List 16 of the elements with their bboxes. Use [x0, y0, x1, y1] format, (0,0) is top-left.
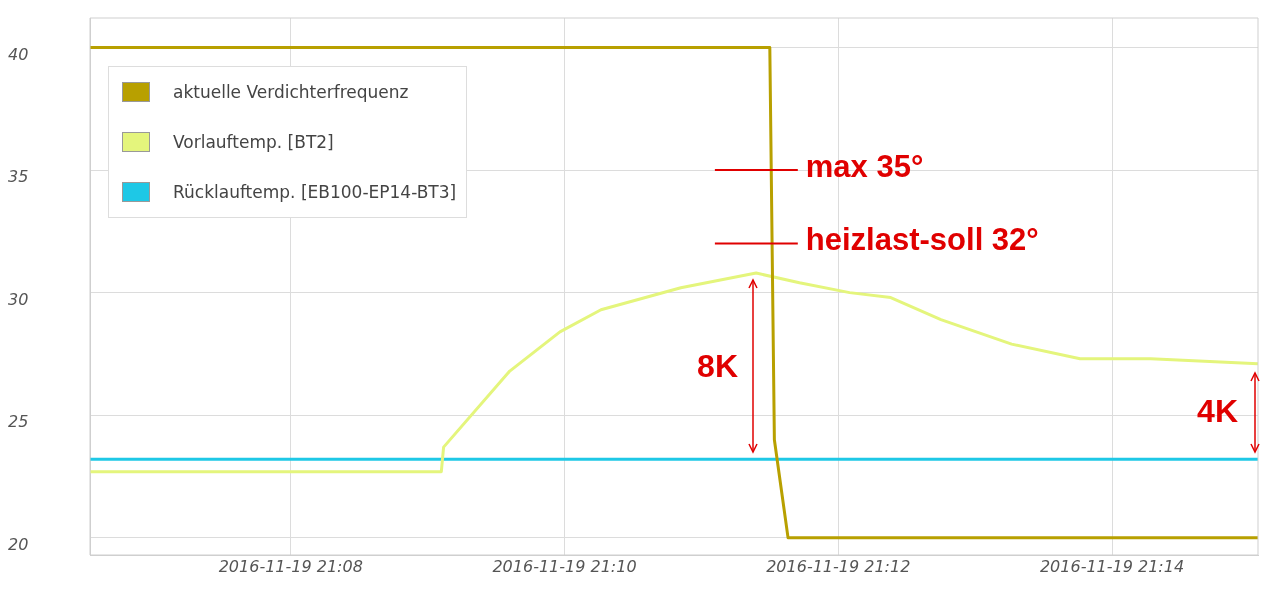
x-tick-label: 2016-11-19 21:10: [492, 556, 637, 576]
x-tick-label: 2016-11-19 21:14: [1039, 556, 1185, 576]
legend-label: aktuelle Verdichterfrequenz: [172, 82, 410, 102]
annotation: 8K: [697, 347, 738, 384]
x-tick-label: 2016-11-19 21:12: [766, 556, 911, 576]
legend-label: Rücklauftemp. [EB100-EP14-BT3]: [172, 182, 458, 202]
x-tick-label: 2016-11-19 21:08: [218, 556, 363, 576]
y-tick-label: 40: [8, 44, 29, 64]
ref-line-label: heizlast-soll 32°: [805, 222, 1039, 258]
y-tick-label: 35: [8, 167, 29, 187]
ref-line-label: max 35°: [805, 148, 924, 184]
y-tick-label: 30: [8, 289, 29, 309]
y-tick-label: 25: [8, 412, 29, 432]
y-tick-label: 20: [8, 534, 29, 554]
annotation: 4K: [1197, 392, 1238, 429]
legend-label: Vorlauftemp. [BT2]: [172, 132, 335, 152]
